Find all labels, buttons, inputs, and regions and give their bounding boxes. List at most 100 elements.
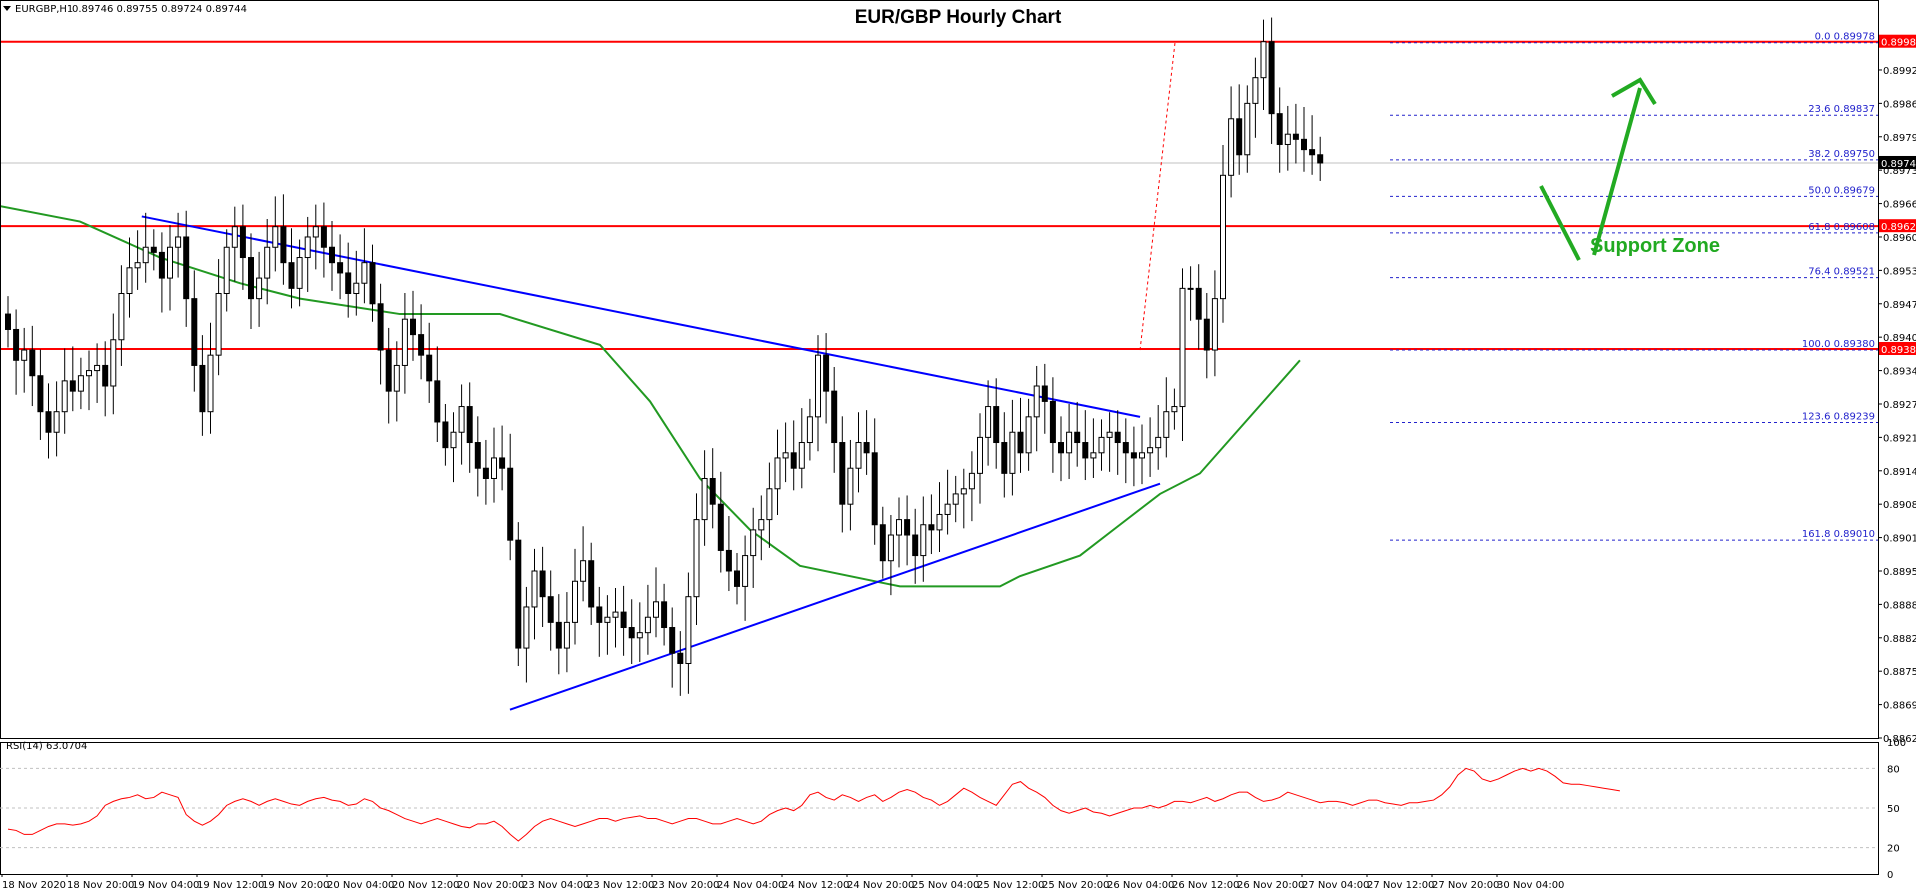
candle [863, 410, 870, 475]
fib-level-label: 161.8 0.89010 [1802, 529, 1875, 540]
candle-body [1187, 287, 1194, 290]
candle [280, 194, 287, 285]
candle [758, 495, 765, 561]
candle [725, 516, 732, 592]
candle [993, 378, 1000, 469]
x-tick-label: 18 Nov 20:00 [67, 880, 134, 891]
candle [677, 631, 684, 696]
candle [248, 233, 254, 329]
candle [904, 495, 911, 566]
x-tick-label: 23 Nov 20:00 [652, 880, 719, 891]
candle [77, 357, 84, 410]
candle [418, 304, 425, 380]
price-tag-label: 0.89744 [1881, 159, 1916, 170]
candle [944, 469, 951, 535]
candle [887, 514, 894, 596]
levels-layer [0, 40, 1878, 351]
candle-body [572, 580, 578, 623]
candle-body [644, 616, 651, 634]
candle-body [231, 226, 238, 248]
candle [815, 335, 821, 452]
candle-body [207, 354, 214, 413]
candle [855, 412, 862, 493]
candle-body [782, 452, 789, 459]
candle-body [410, 318, 416, 336]
candle-body [628, 627, 635, 639]
x-tick-label: 19 Nov 04:00 [132, 880, 199, 891]
price-tag-box [1879, 342, 1916, 356]
candle-body [1211, 298, 1218, 351]
y-tick-label: 0.89405 [1883, 333, 1916, 344]
candle [191, 270, 198, 392]
candle [1211, 270, 1218, 377]
candle [960, 468, 967, 529]
fib-level-label: 61.8 0.89608 [1808, 222, 1875, 233]
candle-body [709, 477, 716, 505]
candle [450, 412, 457, 483]
candle-body [248, 257, 254, 300]
candle-body [912, 534, 919, 557]
candle-body [1260, 41, 1267, 79]
candle-body [167, 246, 173, 279]
candle [167, 225, 173, 311]
candle-body [482, 467, 489, 479]
candle-body [450, 431, 457, 449]
candle-body [1139, 452, 1145, 459]
candle [491, 427, 497, 503]
x-tick-label: 23 Nov 12:00 [587, 880, 654, 891]
candle [29, 325, 36, 407]
candle-body [636, 632, 643, 639]
candle [385, 327, 392, 424]
candle-body [944, 503, 951, 515]
candle-body [758, 519, 765, 531]
candle [1276, 87, 1283, 173]
candle [126, 237, 133, 318]
candle-body [531, 570, 538, 608]
candle-body [499, 457, 506, 469]
candle-body [588, 560, 595, 608]
candle [1187, 266, 1194, 321]
candle [410, 290, 416, 361]
candle [442, 403, 449, 466]
candle-body [94, 364, 101, 372]
candle [329, 221, 335, 291]
candle-body [887, 534, 894, 562]
support-zone-annotation: Support Zone [1590, 235, 1720, 257]
candle [1179, 268, 1186, 441]
candle [1228, 86, 1235, 198]
candle-body [1122, 442, 1129, 454]
candle [798, 408, 805, 489]
candle-body [1220, 174, 1226, 300]
candle-body [677, 652, 684, 664]
candle-body [1090, 452, 1097, 459]
candle-body [29, 349, 36, 377]
up-arrow-head [1611, 77, 1657, 106]
candle [1292, 103, 1299, 164]
candle [401, 292, 408, 394]
candle [701, 450, 708, 546]
candle [596, 586, 603, 657]
candle [750, 507, 757, 588]
candle [685, 572, 692, 694]
main-plot-frame [0, 0, 1879, 739]
candle [345, 242, 352, 318]
candle-body [118, 293, 125, 341]
symbol-dropdown-icon[interactable] [3, 6, 11, 11]
candle-body [863, 442, 870, 454]
candle-body [134, 262, 141, 269]
candle-body [701, 477, 708, 521]
candle-body [879, 524, 886, 562]
candle-body [1041, 385, 1048, 402]
candle-body [1009, 431, 1016, 474]
candle [239, 204, 246, 290]
candle [53, 381, 60, 457]
candle [353, 250, 360, 316]
candle-body [750, 529, 757, 557]
candle-body [1130, 452, 1137, 459]
candle [21, 327, 28, 393]
x-tick-label: 18 Nov 2020 [2, 880, 66, 891]
